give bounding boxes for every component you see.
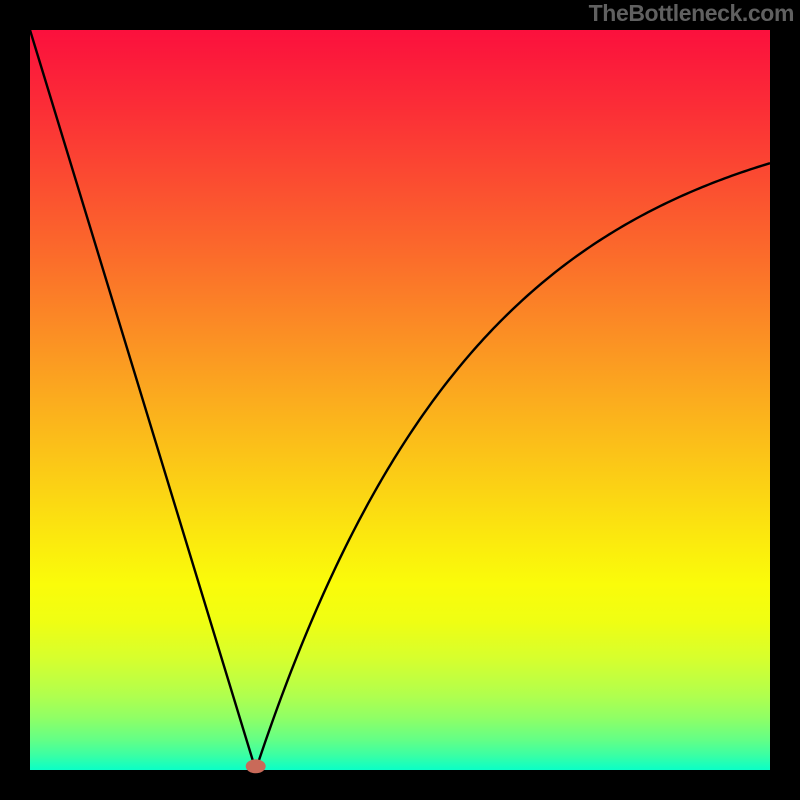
- chart-svg: [0, 0, 800, 800]
- watermark-text: TheBottleneck.com: [589, 0, 794, 27]
- chart-container: TheBottleneck.com: [0, 0, 800, 800]
- optimal-marker: [246, 759, 266, 773]
- plot-background: [30, 30, 770, 770]
